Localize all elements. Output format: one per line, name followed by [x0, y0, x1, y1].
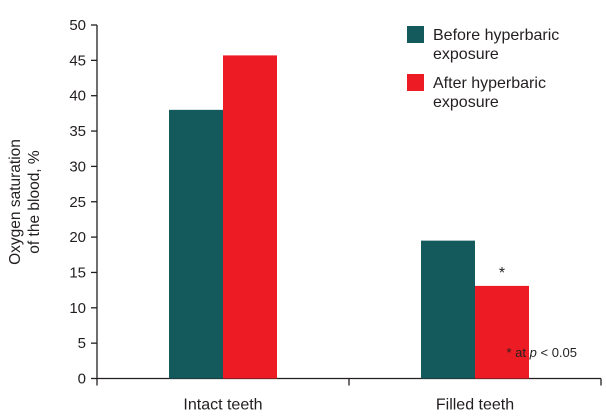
y-tick-label: 35 [69, 123, 86, 140]
x-axis: Intact teeth Filled teeth [96, 377, 602, 414]
y-tick-label: 20 [69, 229, 86, 246]
y-tick-label: 25 [69, 194, 86, 211]
legend-label: exposure [433, 94, 499, 111]
y-tick-label: 30 [69, 158, 86, 175]
y-tick-label: 50 [69, 17, 86, 34]
x-category-label: Filled teeth [436, 397, 514, 414]
y-tick-label: 45 [69, 52, 86, 69]
legend-label: After hyperbaric [433, 75, 546, 92]
legend-label: exposure [433, 46, 499, 63]
y-tick-label: 40 [69, 88, 86, 105]
significance-mark: * [499, 265, 505, 282]
x-category-label: Intact teeth [183, 397, 262, 414]
bar-before-1 [169, 109, 223, 379]
bar-after-1 [223, 55, 277, 379]
y-axis: 0 5 10 15 20 25 30 35 40 45 50 [69, 17, 98, 388]
y-tick-label: 0 [78, 371, 86, 388]
bar-after-2 [475, 285, 529, 379]
significance-marks: * [499, 265, 505, 282]
y-axis-title-line-1: Oxygen saturation [7, 139, 24, 265]
bars [169, 55, 529, 379]
legend-swatch [407, 74, 424, 91]
legend-label: Before hyperbaric [433, 27, 559, 44]
bar-before-2 [421, 240, 475, 379]
legend: Before hyperbaric exposure After hyperbari… [407, 26, 559, 111]
legend-swatch [407, 26, 424, 43]
y-axis-title-line-2: of the blood, % [26, 150, 43, 254]
y-axis-title: Oxygen saturation of the blood, % [7, 139, 43, 265]
y-tick-label: 15 [69, 264, 86, 281]
y-tick-label: 10 [69, 300, 86, 317]
y-tick-label: 5 [78, 335, 86, 352]
footnote: * at p < 0.05 [507, 345, 577, 360]
